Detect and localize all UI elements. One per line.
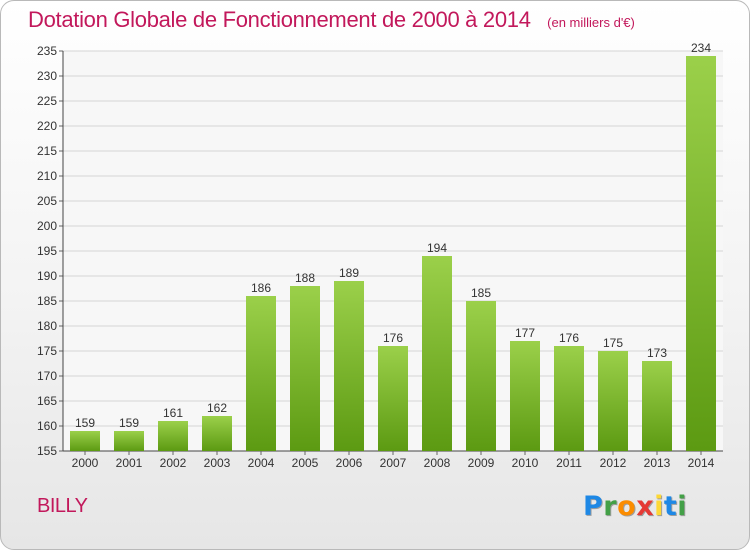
x-tick-label: 2003 [204,456,231,470]
x-tick-label: 2013 [644,456,671,470]
chart-unit: (en milliers d'€) [547,15,635,30]
bar [202,416,232,451]
y-tick-label: 230 [37,69,57,83]
x-tick-label: 2014 [688,456,715,470]
y-tick-label: 165 [37,394,57,408]
bar-value-label: 161 [163,406,183,420]
x-tick-label: 2006 [336,456,363,470]
x-tick-label: 2011 [556,456,582,470]
bar [510,341,540,451]
x-tick-label: 2008 [424,456,451,470]
bar [290,286,320,451]
y-tick-label: 170 [37,369,57,383]
y-tick-label: 200 [37,219,57,233]
x-tick-label: 2012 [600,456,627,470]
bar-value-label: 188 [295,271,315,285]
bar-value-label: 186 [251,281,271,295]
logo-letter: i [677,491,688,522]
title-row: Dotation Globale de Fonctionnement de 20… [28,7,635,33]
bar-value-label: 176 [383,331,403,345]
bar [422,256,452,451]
bar-value-label: 234 [691,41,711,55]
bar [114,431,144,451]
x-tick-label: 2005 [292,456,319,470]
y-tick-label: 180 [37,319,57,333]
x-tick-label: 2001 [116,456,143,470]
y-tick-label: 175 [37,344,57,358]
x-tick-label: 2007 [380,456,407,470]
bar-value-label: 176 [559,331,579,345]
x-tick-label: 2010 [512,456,539,470]
y-tick-label: 210 [37,169,57,183]
x-tick-label: 2009 [468,456,495,470]
bar-value-label: 173 [647,346,667,360]
bar [598,351,628,451]
y-tick-label: 235 [37,44,57,58]
y-tick-label: 190 [37,269,57,283]
bar-value-label: 189 [339,266,359,280]
bar-value-label: 175 [603,336,623,350]
bar-value-label: 162 [207,401,227,415]
bar [378,346,408,451]
y-tick-label: 160 [37,419,57,433]
x-tick-label: 2002 [160,456,187,470]
bar [466,301,496,451]
bar [70,431,100,451]
bar [246,296,276,451]
bar [334,281,364,451]
y-tick-label: 155 [37,444,57,458]
bar-value-label: 177 [515,326,535,340]
y-tick-label: 220 [37,119,57,133]
commune-name: BILLY [37,495,88,517]
logo-letter: t [663,491,678,522]
bar [686,56,716,451]
bar-value-label: 194 [427,241,447,255]
bar [158,421,188,451]
logo-letter: o [617,491,637,522]
x-tick-label: 2000 [72,456,99,470]
x-tick-label: 2004 [248,456,275,470]
logo-letter: i [654,491,664,522]
logo-letter: r [603,491,618,522]
logo-letter: x [636,491,655,522]
y-tick-label: 215 [37,144,57,158]
y-tick-label: 225 [37,94,57,108]
y-tick-label: 195 [37,244,57,258]
bar [554,346,584,451]
bar-value-label: 159 [119,416,139,430]
chart-title: Dotation Globale de Fonctionnement de 20… [28,7,531,32]
bar-value-label: 185 [471,286,491,300]
y-tick-label: 185 [37,294,57,308]
y-tick-label: 205 [37,194,57,208]
bar-value-label: 159 [75,416,95,430]
logo-letter: P [583,491,604,522]
bar [642,361,672,451]
proxiti-logo: Proxiti [583,491,687,522]
